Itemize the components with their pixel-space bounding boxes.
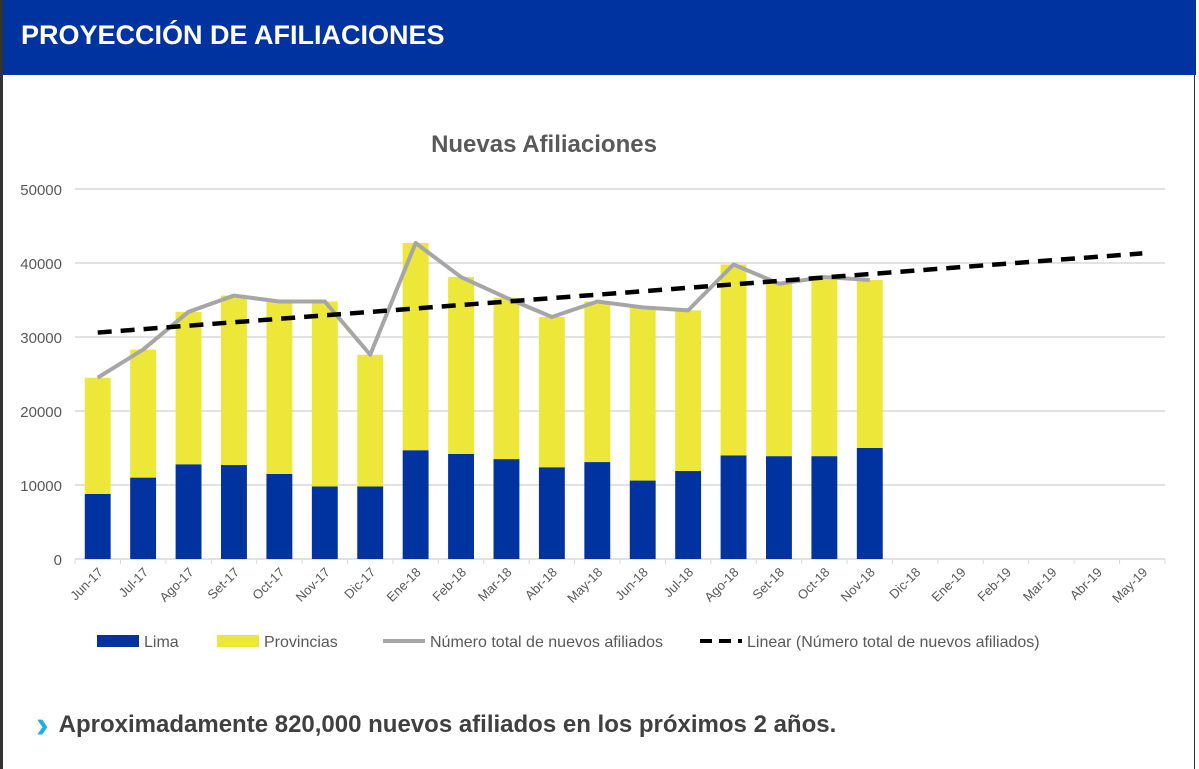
- bar-provincias: [675, 310, 702, 471]
- x-tick-label: Nov-18: [838, 565, 878, 605]
- bar-lima: [130, 477, 157, 559]
- header-bar: PROYECCIÓN DE AFILIACIONES: [3, 0, 1196, 75]
- bar-lima: [84, 493, 111, 559]
- bar-provincias: [311, 301, 338, 487]
- bar-provincias: [175, 311, 202, 465]
- bar-lima: [357, 486, 384, 559]
- y-tick-label: 30000: [20, 330, 62, 347]
- bar-provincias: [130, 349, 157, 478]
- x-tick-label: Ene-18: [383, 565, 423, 605]
- x-tick-label: Abr-18: [522, 565, 560, 603]
- x-tick-label: Dic-18: [886, 565, 923, 602]
- trend-line: [97, 251, 1143, 335]
- bar-provincias: [766, 283, 792, 457]
- bar-lima: [811, 456, 838, 559]
- x-tick-label: Ago-18: [701, 565, 741, 605]
- x-tick-label: Oct-17: [249, 565, 287, 603]
- bar-provincias: [856, 280, 883, 448]
- x-tick-label: Oct-18: [794, 565, 832, 603]
- bar-lima: [856, 448, 883, 559]
- bar-lima: [584, 462, 611, 559]
- chart: Nuevas Afiliaciones 0 10000 20000 30000 40000…: [20, 131, 1166, 651]
- bar-lima: [675, 470, 702, 559]
- x-tick-label: Dic-17: [341, 565, 378, 602]
- bar-lima: [266, 473, 293, 559]
- bar-lima: [493, 459, 520, 559]
- bar-provincias: [84, 377, 111, 494]
- bar-lima: [221, 465, 247, 559]
- x-tick-label: Ene-19: [928, 565, 968, 605]
- bar-lima: [402, 450, 429, 559]
- legend-label: Linear (Número total de nuevos afiliados…: [747, 634, 1040, 651]
- y-tick-label: 10000: [20, 478, 62, 495]
- x-tick-label: Jun-18: [612, 565, 651, 604]
- x-tick-label: Feb-19: [974, 565, 1014, 605]
- y-tick-label: 40000: [20, 256, 62, 273]
- bar-lima: [629, 480, 656, 559]
- bar-provincias: [538, 317, 565, 468]
- x-tick-label: Jun-17: [67, 565, 106, 604]
- page-title: PROYECCIÓN DE AFILIACIONES: [21, 20, 445, 50]
- x-tick-label: Ago-17: [156, 565, 196, 605]
- legend-label: Lima: [144, 634, 179, 651]
- total-line: [96, 241, 870, 380]
- bar-lima: [720, 455, 747, 559]
- x-tick-label: Jul-18: [661, 565, 697, 601]
- bar-provincias: [811, 277, 838, 457]
- x-tick-label: May-19: [1109, 565, 1150, 606]
- bar-provincias: [720, 264, 747, 456]
- chevron-right-icon: ›: [36, 704, 49, 746]
- y-tick-label: 20000: [20, 404, 62, 421]
- x-tick-label: May-18: [564, 565, 605, 606]
- bar-provincias: [402, 243, 429, 451]
- x-tick-label: Abr-19: [1067, 565, 1105, 603]
- legend-label: Provincias: [264, 634, 338, 651]
- y-tick-label: 0: [54, 552, 62, 569]
- bar-provincias: [584, 301, 611, 463]
- bar-provincias: [357, 354, 384, 487]
- bar-lima: [175, 464, 202, 559]
- bar-lima: [448, 453, 474, 559]
- legend-label: Número total de nuevos afiliados: [430, 634, 663, 651]
- chart-title: Nuevas Afiliaciones: [431, 131, 657, 158]
- x-tick-label: Mar-19: [1020, 565, 1060, 605]
- x-tick-label: Jul-17: [116, 565, 152, 601]
- legend-swatch: [97, 635, 139, 647]
- x-tick-label: Feb-18: [429, 565, 469, 605]
- bar-provincias: [629, 307, 656, 481]
- x-tick-label: Nov-17: [293, 565, 333, 605]
- legend-swatch: [217, 635, 259, 647]
- y-tick-label: 50000: [20, 182, 62, 199]
- bar-provincias: [266, 301, 293, 474]
- bar-lima: [538, 467, 565, 559]
- footer-note: › Aproximadamente 820,000 nuevos afiliad…: [36, 704, 837, 746]
- bar-lima: [311, 486, 338, 559]
- bar-lima: [766, 456, 792, 559]
- footer-text: Aproximadamente 820,000 nuevos afiliados…: [58, 711, 837, 738]
- x-tick-label: Set-17: [204, 565, 242, 603]
- bar-provincias: [493, 297, 520, 460]
- x-tick-label: Mar-18: [475, 565, 515, 605]
- x-tick-label: Set-18: [749, 565, 787, 603]
